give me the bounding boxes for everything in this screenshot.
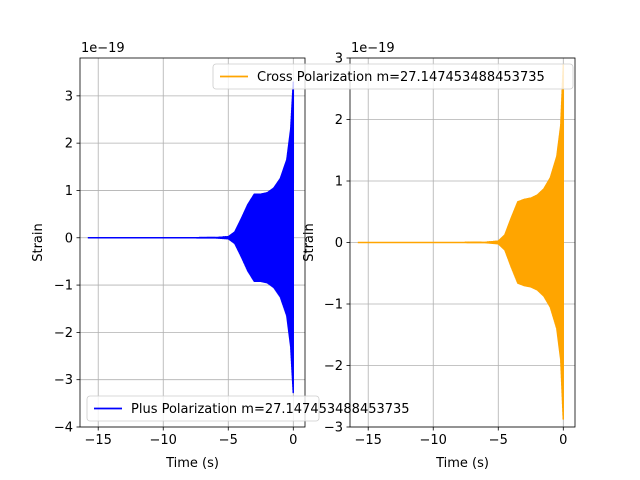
- y-tick-label: −3: [54, 373, 73, 388]
- series-line-plus: [87, 81, 295, 394]
- y-tick-label: 1: [65, 184, 73, 199]
- x-tick-label: −10: [420, 433, 447, 448]
- x-tick-label: −15: [84, 433, 111, 448]
- legend-box: [86, 395, 320, 422]
- legend-box: [212, 63, 574, 90]
- x-axis-label: Time (s): [165, 456, 219, 471]
- y-tick-label: 2: [65, 137, 73, 152]
- x-axis-label: Time (s): [435, 456, 489, 471]
- y-tick-label: 3: [335, 52, 343, 67]
- y-tick-label: −1: [324, 298, 343, 313]
- y-tick-label: −4: [54, 421, 73, 436]
- series-line-cross: [357, 64, 565, 420]
- y-tick-label: 0: [65, 231, 73, 246]
- legend-label: Cross Polarization m=27.147453488453735: [257, 70, 545, 85]
- y-offset-text: 1e−19: [351, 41, 395, 56]
- legend-label: Plus Polarization m=27.147453488453735: [131, 402, 410, 417]
- y-axis-label: Strain: [31, 223, 46, 262]
- y-tick-label: 3: [65, 89, 73, 104]
- x-tick-label: −5: [489, 433, 508, 448]
- y-tick-label: −2: [324, 359, 343, 374]
- y-tick-label: −3: [324, 421, 343, 436]
- x-tick-label: −5: [219, 433, 238, 448]
- y-tick-label: 0: [335, 236, 343, 251]
- y-axis-label: Strain: [302, 223, 317, 262]
- legend: Cross Polarization m=27.147453488453735: [212, 63, 574, 90]
- y-offset-text: 1e−19: [81, 41, 125, 56]
- x-tick-label: −15: [354, 433, 381, 448]
- y-tick-label: −1: [54, 279, 73, 294]
- y-tick-label: −2: [54, 326, 73, 341]
- y-tick-label: 2: [335, 113, 343, 128]
- legend: Plus Polarization m=27.147453488453735: [86, 395, 410, 422]
- y-tick-label: 1: [335, 175, 343, 190]
- axes-frame: [79, 57, 306, 428]
- x-tick-label: 0: [559, 433, 567, 448]
- x-tick-label: −10: [150, 433, 177, 448]
- x-tick-label: 0: [289, 433, 297, 448]
